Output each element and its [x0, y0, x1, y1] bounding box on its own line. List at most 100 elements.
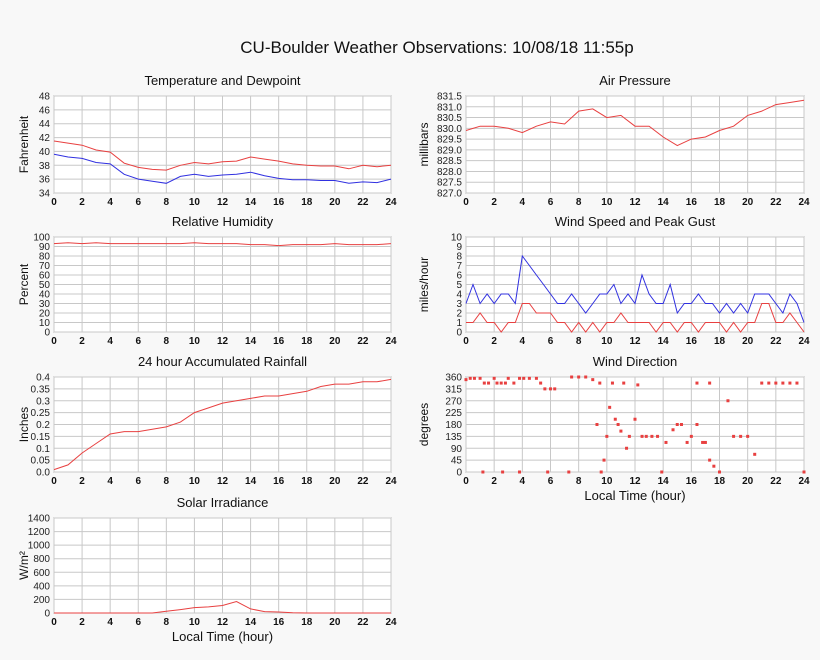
data-point	[605, 434, 609, 438]
data-point	[656, 434, 660, 438]
data-point	[518, 376, 522, 380]
y-axis-label: degrees	[417, 403, 431, 446]
data-point	[616, 423, 620, 426]
y-tick-label: 40	[39, 290, 51, 301]
x-tick-label: 24	[385, 476, 397, 487]
x-tick-label: 18	[714, 476, 726, 487]
data-point	[481, 470, 485, 474]
y-tick-label: 9	[456, 242, 462, 253]
x-tick-label: 8	[164, 197, 170, 208]
x-tick-label: 0	[463, 336, 469, 347]
data-point	[613, 417, 617, 421]
x-tick-label: 18	[301, 476, 313, 487]
x-tick-label: 18	[714, 336, 726, 347]
data-point	[795, 381, 799, 385]
x-tick-label: 4	[520, 476, 526, 487]
x-tick-label: 4	[520, 336, 526, 347]
panel-title: Solar Irradiance	[177, 495, 269, 510]
data-point	[767, 381, 771, 385]
data-point	[746, 434, 750, 438]
y-tick-label: 36	[39, 175, 51, 186]
x-tick-label: 2	[491, 336, 497, 347]
data-point	[802, 470, 806, 474]
data-point	[685, 440, 689, 444]
main-title: CU-Boulder Weather Observations: 10/08/1…	[240, 38, 634, 57]
x-tick-label: 12	[629, 476, 641, 487]
y-axis-label: miles/hour	[417, 257, 431, 312]
panel-title: Wind Speed and Peak Gust	[555, 214, 716, 229]
x-tick-label: 20	[742, 336, 754, 347]
data-point	[472, 376, 476, 380]
x-tick-label: 22	[770, 476, 782, 487]
data-point	[726, 399, 730, 403]
y-tick-label: 100	[33, 233, 50, 244]
y-tick-label: 827.0	[437, 189, 462, 200]
x-tick-label: 20	[329, 336, 341, 347]
x-tick-label: 4	[107, 336, 113, 347]
y-tick-label: 0.15	[31, 432, 51, 443]
panel-1: 0 2 4 6 8 10 12 14 16 18 20 22 24827.0827.5828.0828.…	[417, 73, 810, 208]
x-tick-label: 16	[273, 336, 285, 347]
y-tick-label: 0.1	[36, 444, 50, 455]
data-point	[549, 387, 552, 391]
x-tick-label: 0	[51, 336, 57, 347]
panel-title: Air Pressure	[599, 73, 671, 88]
data-point	[506, 376, 510, 380]
series-line-0	[465, 99, 805, 147]
y-tick-label: 3	[456, 299, 462, 310]
x-tick-label: 6	[135, 336, 141, 347]
y-tick-label: 0	[44, 328, 50, 339]
data-point	[636, 383, 640, 387]
x-tick-label: 2	[79, 197, 85, 208]
x-tick-label: 6	[548, 476, 554, 487]
data-point	[539, 381, 543, 385]
y-tick-label: 180	[445, 420, 462, 431]
panel-title: Relative Humidity	[172, 214, 274, 229]
data-point	[712, 464, 716, 468]
x-tick-label: 14	[245, 336, 257, 347]
y-tick-label: 600	[33, 568, 50, 579]
y-tick-label: 830.5	[437, 113, 462, 124]
y-tick-label: 10	[451, 233, 463, 244]
x-tick-label: 16	[273, 476, 285, 487]
data-point	[660, 470, 664, 474]
x-axis-label: Local Time (hour)	[172, 629, 273, 644]
x-tick-label: 14	[245, 617, 257, 628]
y-tick-label: 50	[39, 280, 51, 291]
x-tick-label: 14	[658, 336, 670, 347]
x-tick-label: 4	[520, 197, 526, 208]
x-tick-label: 10	[601, 476, 613, 487]
y-tick-label: 34	[39, 189, 51, 200]
data-point	[487, 381, 491, 385]
x-tick-label: 2	[79, 617, 85, 628]
data-point	[468, 376, 472, 380]
y-tick-label: 831.5	[437, 92, 462, 103]
y-tick-label: 0.3	[36, 396, 50, 407]
x-tick-label: 10	[189, 336, 201, 347]
x-tick-label: 4	[107, 197, 113, 208]
y-tick-label: 44	[39, 119, 51, 130]
x-tick-label: 22	[357, 617, 369, 628]
x-tick-label: 14	[658, 197, 670, 208]
y-tick-label: 7	[456, 261, 462, 272]
x-tick-label: 22	[357, 336, 369, 347]
series-line-0	[465, 254, 805, 323]
data-point	[753, 452, 757, 456]
data-point	[546, 470, 550, 474]
y-tick-label: 1400	[28, 514, 51, 525]
data-point	[788, 381, 792, 385]
x-tick-label: 0	[463, 197, 469, 208]
x-tick-label: 16	[686, 197, 698, 208]
x-tick-label: 0	[51, 617, 57, 628]
y-tick-label: 0	[456, 468, 462, 479]
data-point	[602, 458, 606, 462]
y-tick-label: 2	[456, 309, 462, 320]
series-line-1	[466, 303, 805, 333]
data-point	[633, 417, 637, 421]
x-tick-label: 14	[658, 476, 670, 487]
y-tick-label: 1200	[28, 527, 51, 538]
data-point	[695, 381, 699, 385]
y-tick-label: 225	[445, 408, 462, 419]
x-tick-label: 24	[385, 617, 397, 628]
y-tick-label: 80	[39, 252, 51, 263]
